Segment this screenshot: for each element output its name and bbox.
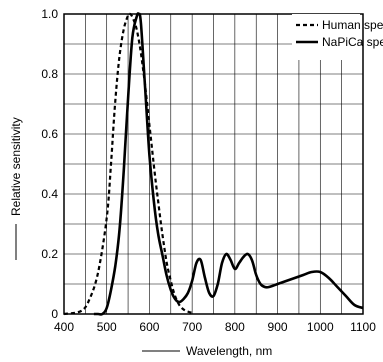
x-tick-label: 600 bbox=[139, 320, 159, 334]
x-tick-label: 800 bbox=[225, 320, 245, 334]
x-axis-label-group: Wavelength, nm bbox=[142, 344, 272, 358]
x-tick-labels: 400 500 600 700 800 900 1000 1100 bbox=[54, 320, 376, 334]
legend-napica-label: NaPiCa spectral bbox=[322, 35, 383, 49]
x-tick-label: 400 bbox=[54, 320, 74, 334]
legend: Human spectral NaPiCa spectral bbox=[292, 14, 383, 60]
y-tick-label: 0.6 bbox=[41, 127, 58, 141]
y-axis-label: Relative sensitivity bbox=[9, 117, 23, 216]
human-spectral-line bbox=[63, 12, 193, 316]
legend-human-label: Human spectral bbox=[322, 18, 383, 32]
y-tick-labels: 0 0.2 0.4 0.6 0.8 1.0 bbox=[41, 7, 58, 321]
y-tick-label: 0 bbox=[51, 307, 58, 321]
y-tick-label: 0.2 bbox=[41, 247, 58, 261]
napica-spectral-line bbox=[93, 12, 364, 316]
grid bbox=[63, 13, 364, 315]
x-tick-label: 700 bbox=[182, 320, 202, 334]
legend-background bbox=[292, 14, 360, 60]
y-tick-label: 0.8 bbox=[41, 67, 58, 81]
series-group bbox=[63, 12, 364, 316]
y-tick-label: 1.0 bbox=[41, 7, 58, 21]
x-tick-label: 500 bbox=[97, 320, 117, 334]
x-tick-label: 1000 bbox=[307, 320, 334, 334]
plot-frame bbox=[63, 13, 364, 315]
x-axis-label: Wavelength, nm bbox=[186, 344, 272, 358]
x-tick-label: 900 bbox=[268, 320, 288, 334]
y-tick-label: 0.4 bbox=[41, 187, 58, 201]
x-tick-label: 1100 bbox=[350, 320, 376, 334]
y-axis-label-group: Relative sensitivity bbox=[9, 117, 23, 260]
